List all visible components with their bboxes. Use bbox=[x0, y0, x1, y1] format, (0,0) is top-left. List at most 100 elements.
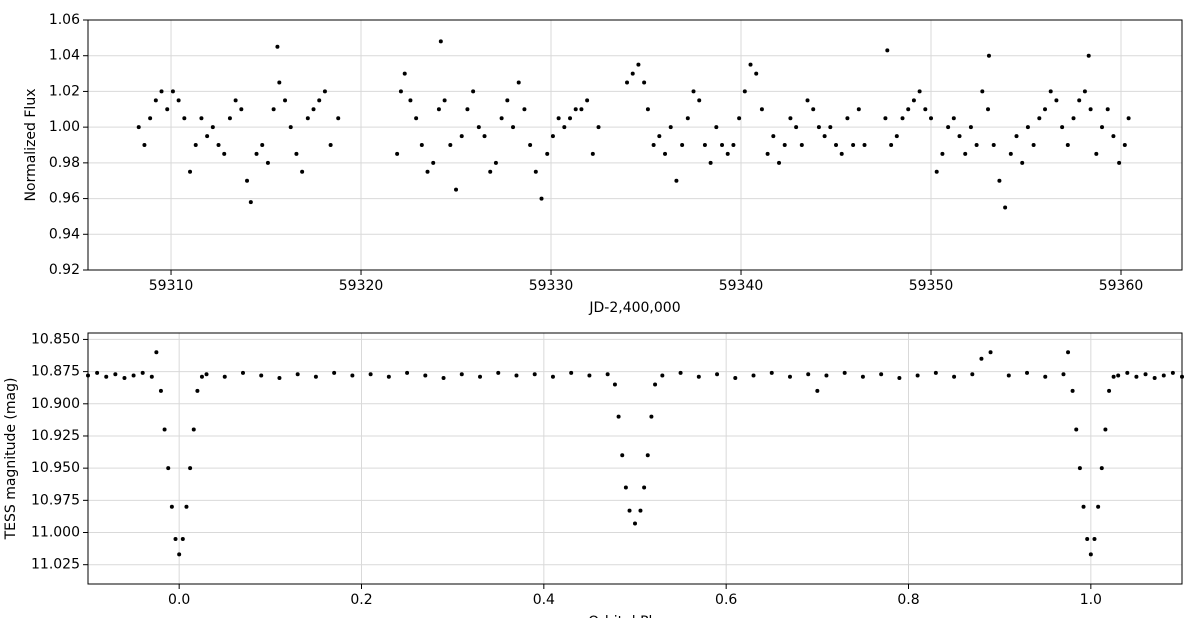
point bbox=[199, 116, 204, 121]
point bbox=[423, 373, 428, 378]
point bbox=[405, 370, 410, 375]
point bbox=[1117, 160, 1122, 165]
point bbox=[933, 370, 938, 375]
point bbox=[633, 521, 637, 526]
point bbox=[1071, 116, 1076, 121]
point bbox=[794, 125, 799, 130]
point bbox=[1085, 536, 1090, 541]
point bbox=[754, 71, 759, 76]
point bbox=[663, 151, 668, 156]
point bbox=[963, 151, 968, 156]
point bbox=[680, 143, 685, 147]
point bbox=[974, 143, 979, 147]
point bbox=[188, 466, 193, 471]
point bbox=[929, 116, 934, 121]
point bbox=[459, 372, 464, 377]
point bbox=[651, 143, 656, 147]
point bbox=[851, 143, 856, 147]
point bbox=[751, 373, 756, 378]
y-tick-label: 10.975 bbox=[31, 492, 80, 508]
x-axis-label: Orbital Phase bbox=[588, 614, 682, 618]
point bbox=[259, 373, 264, 378]
y-tick-label: 0.92 bbox=[49, 262, 80, 278]
x-tick-label: 59340 bbox=[719, 278, 764, 294]
x-tick-label: 0.4 bbox=[533, 592, 555, 608]
axes-frame bbox=[87, 19, 1183, 271]
point bbox=[678, 370, 683, 375]
point bbox=[233, 98, 238, 103]
point bbox=[322, 89, 327, 94]
point bbox=[176, 98, 181, 103]
point bbox=[970, 372, 975, 377]
point bbox=[165, 107, 170, 112]
y-tick-label: 1.06 bbox=[49, 12, 80, 28]
point bbox=[188, 169, 193, 174]
point bbox=[522, 107, 527, 112]
point bbox=[653, 382, 658, 387]
y-tick-label: 1.04 bbox=[49, 48, 80, 64]
y-tick-label: 1.02 bbox=[49, 83, 80, 99]
point bbox=[277, 80, 282, 85]
point bbox=[153, 98, 158, 103]
point bbox=[1111, 134, 1116, 139]
point bbox=[169, 504, 174, 509]
point bbox=[514, 373, 519, 378]
point bbox=[1143, 372, 1148, 377]
point bbox=[1061, 372, 1066, 377]
point bbox=[900, 116, 905, 121]
point bbox=[1105, 107, 1110, 112]
point bbox=[313, 374, 318, 379]
point bbox=[1088, 107, 1093, 112]
point bbox=[771, 134, 776, 139]
point bbox=[532, 372, 537, 377]
point bbox=[122, 376, 127, 381]
point bbox=[777, 160, 782, 165]
point bbox=[222, 151, 227, 156]
point bbox=[471, 89, 476, 94]
point bbox=[442, 98, 447, 103]
point bbox=[759, 107, 764, 112]
point bbox=[533, 169, 538, 174]
point bbox=[1020, 160, 1025, 165]
point bbox=[915, 373, 920, 378]
point bbox=[254, 151, 259, 156]
x-axis-label: JD-2,400,000 bbox=[588, 300, 680, 316]
point bbox=[968, 125, 973, 130]
point bbox=[879, 372, 884, 377]
point bbox=[630, 71, 635, 76]
point bbox=[170, 89, 175, 94]
point bbox=[860, 374, 865, 379]
x-tick-label: 59310 bbox=[149, 278, 194, 294]
point bbox=[1152, 376, 1157, 381]
point bbox=[476, 125, 481, 130]
point bbox=[587, 373, 592, 378]
point bbox=[350, 373, 355, 378]
point bbox=[516, 80, 521, 85]
point bbox=[612, 382, 617, 387]
point bbox=[988, 350, 993, 355]
point bbox=[1003, 205, 1008, 210]
point bbox=[158, 388, 163, 393]
point bbox=[986, 53, 991, 58]
point bbox=[311, 107, 316, 112]
point bbox=[113, 372, 118, 377]
y-tick-label: 0.96 bbox=[49, 191, 80, 207]
point bbox=[856, 107, 861, 112]
point bbox=[1161, 373, 1166, 378]
point bbox=[222, 374, 227, 379]
point bbox=[488, 169, 493, 174]
point bbox=[991, 143, 996, 147]
point bbox=[782, 143, 787, 147]
point bbox=[459, 134, 464, 139]
point bbox=[104, 374, 109, 379]
point bbox=[496, 370, 501, 375]
y-tick-label: 10.950 bbox=[31, 460, 80, 476]
point bbox=[1094, 151, 1099, 156]
point bbox=[1170, 370, 1175, 375]
point bbox=[1134, 374, 1139, 379]
point bbox=[248, 200, 253, 205]
point bbox=[702, 143, 707, 147]
point bbox=[465, 107, 470, 112]
point bbox=[1060, 125, 1065, 130]
